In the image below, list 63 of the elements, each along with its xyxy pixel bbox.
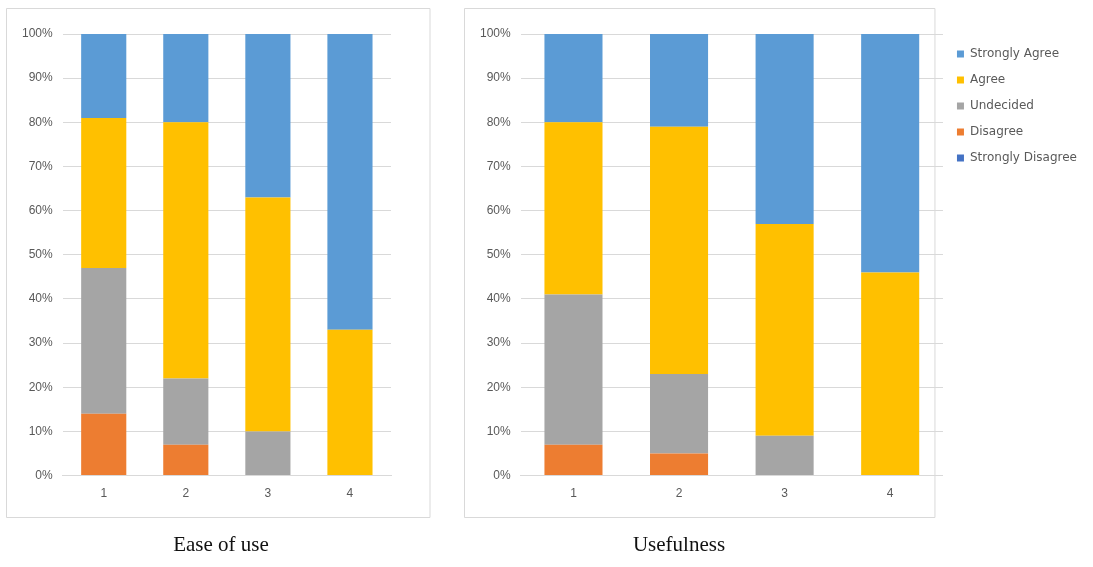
x-tick-label: 1 xyxy=(570,486,578,501)
text: Usefulness xyxy=(631,532,727,557)
bar xyxy=(245,34,291,198)
legend-label: Undecided xyxy=(969,98,1034,113)
x-tick-label: 1 xyxy=(100,486,108,501)
x-tick-label: 3 xyxy=(781,486,789,501)
x-tick-label: 3 xyxy=(264,486,272,501)
bar xyxy=(861,272,920,476)
y-tick-label: 80% xyxy=(486,114,512,129)
y-tick-label: 60% xyxy=(486,202,512,217)
bar xyxy=(81,34,127,118)
y-tick-label: 90% xyxy=(28,70,54,85)
y-tick-label: 30% xyxy=(28,335,54,350)
y-tick-label: 0% xyxy=(35,467,54,482)
bar xyxy=(163,34,209,123)
y-tick-label: 20% xyxy=(28,379,54,394)
y-tick-label: 50% xyxy=(28,247,54,262)
bar xyxy=(81,413,127,476)
bar xyxy=(755,435,814,476)
bar xyxy=(327,329,373,476)
bar xyxy=(755,34,814,224)
bar xyxy=(544,34,603,123)
y-tick-label: 100% xyxy=(21,26,54,41)
x-tick-label: 4 xyxy=(886,486,894,501)
bar xyxy=(81,117,127,269)
y-tick-label: 40% xyxy=(486,291,512,306)
bar xyxy=(163,122,209,379)
legend-label: Strongly Agree xyxy=(969,46,1060,61)
x-tick-label: 2 xyxy=(182,486,190,501)
bar xyxy=(327,34,373,330)
x-tick-label: 2 xyxy=(675,486,683,501)
y-tick-label: 70% xyxy=(28,158,54,173)
bar xyxy=(245,197,291,432)
y-tick-label: 90% xyxy=(486,70,512,85)
bar xyxy=(861,34,920,273)
legend-label: Strongly Disagree xyxy=(969,150,1078,165)
y-tick-label: 10% xyxy=(28,423,54,438)
y-tick-label: 20% xyxy=(486,379,512,394)
y-tick-label: 0% xyxy=(493,467,512,482)
x-tick-label: 4 xyxy=(346,486,354,501)
y-tick-label: 30% xyxy=(486,335,512,350)
y-tick-label: 100% xyxy=(479,26,512,41)
y-tick-label: 40% xyxy=(28,291,54,306)
bar xyxy=(163,378,209,445)
y-tick-label: 70% xyxy=(486,158,512,173)
y-tick-label: 60% xyxy=(28,202,54,217)
legend-label: Agree xyxy=(969,72,1006,87)
y-tick-label: 10% xyxy=(486,423,512,438)
bar xyxy=(163,444,209,476)
bar xyxy=(755,223,814,436)
bar xyxy=(245,431,291,476)
y-tick-label: 50% xyxy=(486,247,512,262)
bar xyxy=(650,453,709,476)
bar xyxy=(81,268,127,414)
bar xyxy=(544,294,603,445)
bar xyxy=(544,122,603,295)
text: Ease of use xyxy=(172,532,270,557)
y-tick-label: 80% xyxy=(28,114,54,129)
bar xyxy=(650,34,709,127)
bar xyxy=(650,126,709,375)
legend-label: Disagree xyxy=(969,124,1024,139)
bar xyxy=(544,444,603,476)
bar xyxy=(650,374,709,454)
